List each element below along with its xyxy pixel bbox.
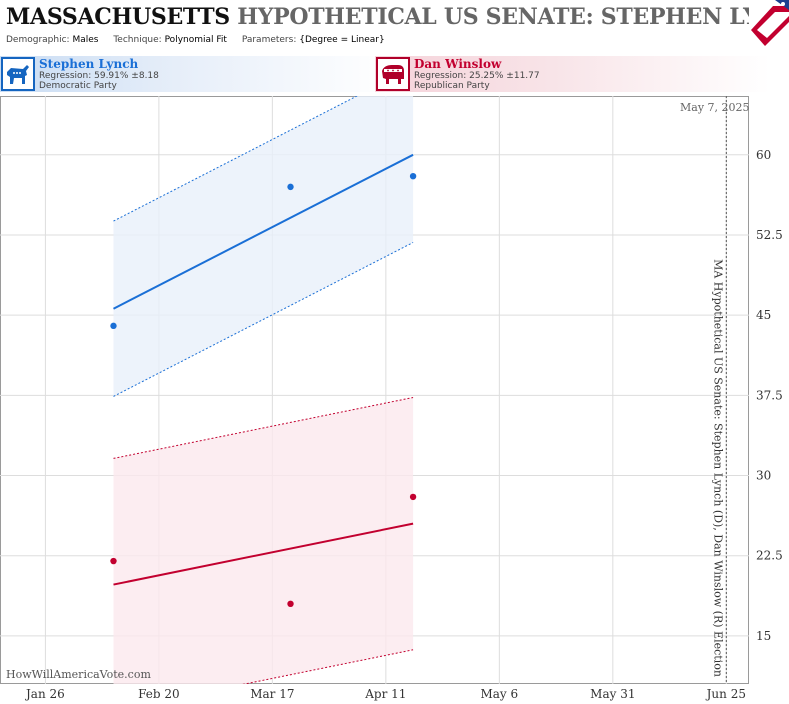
series-0: [110, 96, 417, 397]
x-tick-label: Feb 20: [138, 687, 180, 701]
y-tick-label: 15: [756, 629, 771, 643]
data-point: [110, 557, 117, 565]
demographic-value: Males: [72, 35, 99, 45]
upper-bound-line: [113, 396, 414, 459]
series-1: [110, 396, 417, 684]
parameters-value: {Degree = Linear}: [299, 35, 385, 45]
title-rest: HYPOTHETICAL US SENATE: STEPHEN LYNCH: [237, 4, 749, 30]
confidence-band: [113, 96, 414, 397]
technique-label: Technique:: [113, 35, 162, 45]
rep-party: Republican Party: [414, 81, 490, 91]
upper-bound-line: [113, 96, 359, 222]
data-point: [409, 493, 417, 501]
x-tick-label: May 31: [590, 687, 635, 701]
parameters-label: Parameters:: [241, 35, 297, 45]
x-tick-label: Mar 17: [250, 687, 294, 701]
data-point: [110, 322, 117, 330]
y-tick-label: 22.5: [756, 549, 783, 563]
lower-bound-line: [242, 649, 414, 684]
chart-title: MASSACHUSETTS HYPOTHETICAL US SENATE: ST…: [6, 4, 749, 30]
x-tick-label: Apr 11: [364, 687, 406, 701]
date-label: May 7, 2025: [680, 101, 750, 114]
title-state: MASSACHUSETTS: [6, 4, 230, 30]
y-tick-label: 37.5: [756, 388, 783, 402]
election-side-label: MA Hypothetical US Senate: Stephen Lynch…: [711, 259, 725, 677]
rep-name: Dan Winslow: [414, 57, 502, 71]
candidate-dem: Stephen Lynch Regression: 59.91% ±8.18 D…: [0, 56, 390, 92]
y-tick-label: 60: [756, 148, 771, 162]
demographic-label: Demographic:: [6, 35, 70, 45]
regression-line: [113, 153, 414, 310]
y-tick-label: 52.5: [756, 228, 783, 242]
confidence-band: [113, 397, 414, 684]
y-tick-label: 30: [756, 469, 771, 483]
elephant-icon: [376, 57, 410, 91]
dem-regression: Regression: 59.91% ±8.18: [39, 71, 159, 81]
regression-line: [113, 522, 414, 586]
data-point: [287, 600, 294, 608]
rep-regression: Regression: 25.25% ±11.77: [414, 71, 540, 81]
watermark: HowWillAmericaVote.com: [6, 668, 151, 681]
flag-logo-icon: [751, 0, 789, 46]
technique-value: Polynomial Fit: [164, 35, 227, 45]
donkey-icon: [1, 57, 35, 91]
y-tick-label: 45: [756, 308, 771, 322]
dem-party: Democratic Party: [39, 81, 117, 91]
chart-meta: Demographic: Males Technique: Polynomial…: [6, 35, 397, 45]
candidate-rep: Dan Winslow Regression: 25.25% ±11.77 Re…: [375, 56, 770, 92]
data-point: [409, 172, 417, 180]
chart-header: MASSACHUSETTS HYPOTHETICAL US SENATE: ST…: [0, 0, 749, 50]
lower-bound-line: [113, 242, 414, 397]
x-tick-label: Jan 26: [24, 687, 65, 701]
x-tick-label: Jun 25: [705, 687, 746, 701]
x-tick-label: May 6: [480, 687, 518, 701]
data-point: [287, 183, 294, 191]
dem-name: Stephen Lynch: [39, 57, 139, 71]
